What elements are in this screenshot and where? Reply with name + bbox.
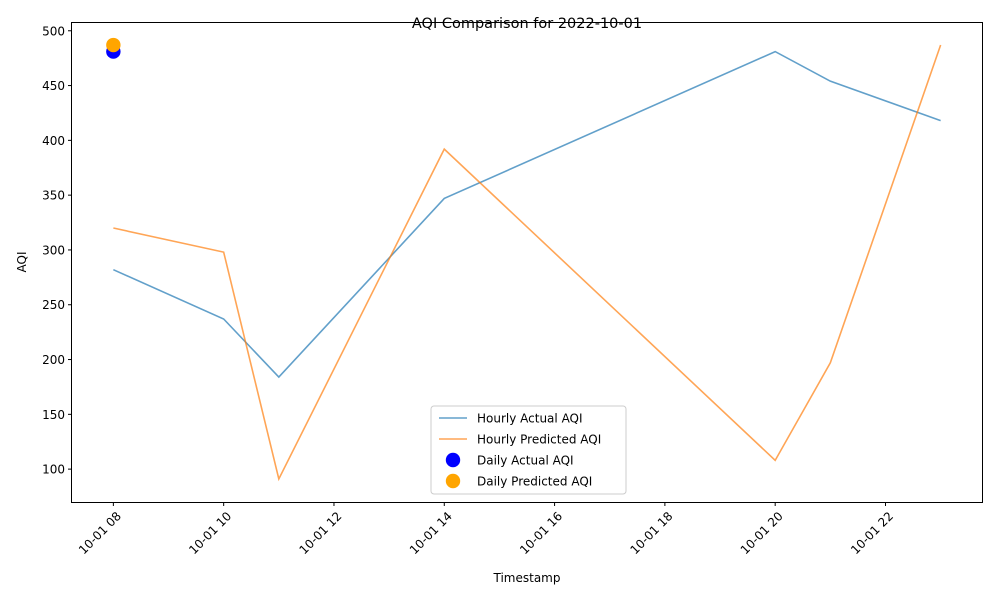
x-tick-label: 10-01 16 <box>517 509 565 557</box>
x-tick-label: 10-01 20 <box>738 509 786 557</box>
legend-label-daily-actual-aqi: Daily Actual AQI <box>477 454 574 468</box>
y-tick-label: 150 <box>42 408 65 422</box>
point-daily-predicted-aqi <box>106 37 121 53</box>
plot-area <box>71 22 983 503</box>
x-axis-label: Timestamp <box>493 571 561 585</box>
x-tick-label: 10-01 10 <box>186 509 234 557</box>
x-tick-label: 10-01 18 <box>627 509 675 557</box>
x-tick-label: 10-01 22 <box>848 509 896 557</box>
y-tick-label: 450 <box>42 79 65 93</box>
legend-label-daily-predicted-aqi: Daily Predicted AQI <box>477 475 592 489</box>
x-tick-label: 10-01 14 <box>407 509 455 557</box>
series-line-hourly-actual-aqi <box>113 50 941 379</box>
y-tick-label: 300 <box>42 243 65 257</box>
y-tick-label: 200 <box>42 353 65 367</box>
series-line-hourly-predicted-aqi <box>113 44 942 482</box>
legend: Hourly Actual AQI Hourly Predicted AQI Dai… <box>430 405 627 495</box>
y-tick-label: 250 <box>42 298 65 312</box>
y-tick-label: 100 <box>42 463 65 477</box>
y-tick-label: 400 <box>42 134 65 148</box>
x-axis-ticks: 10-01 08 10-01 10 10-01 12 10-01 14 10-01 16… <box>76 502 896 557</box>
x-tick-label: 10-01 12 <box>297 509 345 557</box>
series-layer <box>106 37 942 482</box>
legend-box <box>430 405 627 495</box>
chart-title: AQI Comparison for 2022-10-01 <box>412 16 642 32</box>
legend-label-hourly-actual-aqi: Hourly Actual AQI <box>477 412 583 426</box>
y-tick-label: 500 <box>42 24 65 38</box>
y-axis-ticks: 100 150 200 250 300 350 400 450 500 <box>42 24 72 477</box>
y-axis-label: AQI <box>15 252 29 273</box>
x-tick-label: 10-01 08 <box>76 509 124 557</box>
legend-label-hourly-predicted-aqi: Hourly Predicted AQI <box>477 433 601 447</box>
y-tick-label: 350 <box>42 189 65 203</box>
legend-swatch-daily-predicted-aqi <box>445 473 461 489</box>
legend-swatch-daily-actual-aqi <box>445 452 461 468</box>
